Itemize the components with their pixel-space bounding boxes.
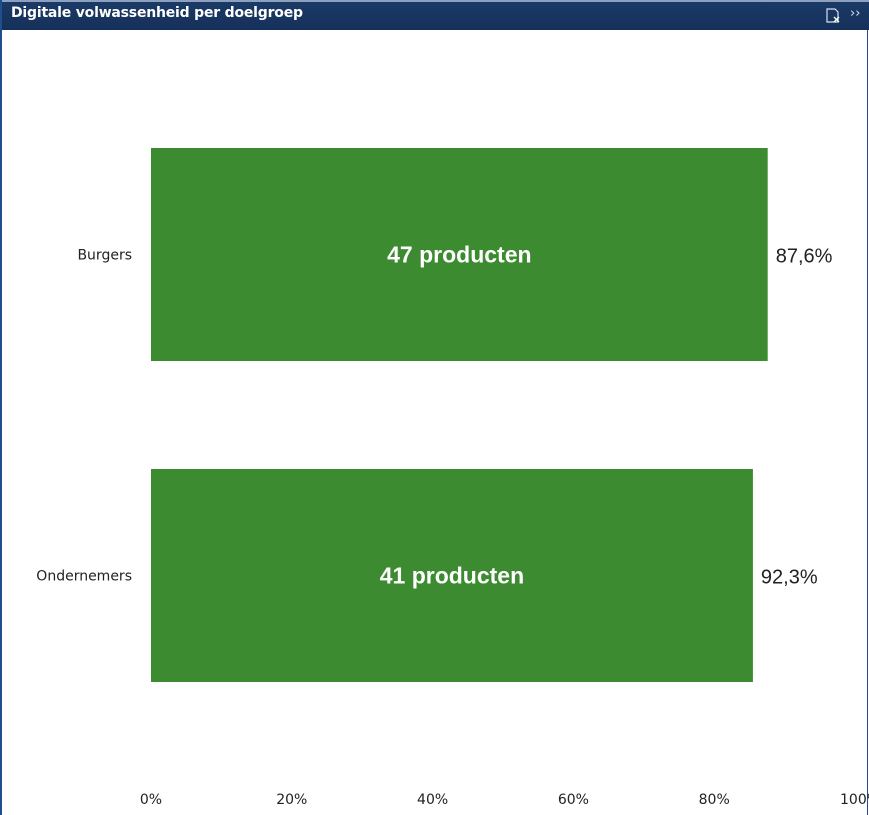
- panel-title: Digitale volwassenheid per doelgroep: [11, 5, 303, 21]
- category-label: Burgers: [77, 248, 132, 264]
- x-tick-label: 20%: [276, 792, 307, 808]
- value-label: 92,3%: [761, 567, 818, 589]
- x-tick-label: 100%: [840, 792, 869, 808]
- expand-icon[interactable]: ››: [850, 6, 861, 21]
- bar-ondernemers[interactable]: [151, 469, 753, 682]
- x-tick-label: 60%: [558, 792, 589, 808]
- x-tick-label: 80%: [699, 792, 730, 808]
- x-tick-label: 0%: [140, 792, 162, 808]
- x-tick-label: 40%: [417, 792, 448, 808]
- clear-filter-icon[interactable]: [824, 7, 842, 25]
- category-label: Ondernemers: [36, 569, 132, 585]
- bar-count-label: 41 producten: [380, 563, 524, 589]
- bar-burgers[interactable]: [151, 148, 768, 361]
- bar-count-label: 47 producten: [387, 242, 531, 268]
- panel-header: Digitale volwassenheid per doelgroep ››: [2, 0, 869, 30]
- value-label: 87,6%: [776, 246, 833, 268]
